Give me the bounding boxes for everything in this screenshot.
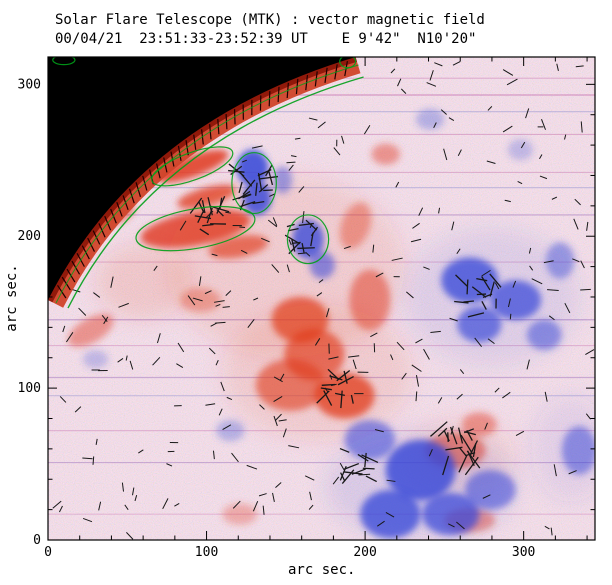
x-tick-label: 0 bbox=[44, 545, 52, 560]
limb-layer bbox=[48, 57, 361, 308]
blob-layer bbox=[68, 108, 595, 540]
plot-content bbox=[48, 57, 595, 540]
y-tick-label: 300 bbox=[18, 77, 41, 92]
x-axis-label: arc sec. bbox=[288, 562, 356, 578]
off-disk-region bbox=[48, 57, 356, 301]
x-tick-label: 300 bbox=[512, 545, 535, 560]
contour-layer bbox=[52, 57, 364, 309]
plot-subtitle: 00/04/21 23:51:33-23:52:39 UT E 9'42" N1… bbox=[55, 31, 477, 47]
y-tick-label: 200 bbox=[18, 229, 41, 244]
x-tick-label: 100 bbox=[195, 545, 218, 560]
x-tick-label: 200 bbox=[353, 545, 376, 560]
y-tick-label: 0 bbox=[33, 533, 41, 548]
y-axis-label: arc sec. bbox=[4, 264, 20, 332]
plot-title: Solar Flare Telescope (MTK) : vector mag… bbox=[55, 12, 485, 28]
vector-layer bbox=[52, 61, 595, 540]
y-tick-label: 100 bbox=[18, 381, 41, 396]
plot-frame bbox=[47, 56, 596, 541]
axis-layer: 0 100 200 300 0 100 200 300 bbox=[18, 56, 596, 560]
